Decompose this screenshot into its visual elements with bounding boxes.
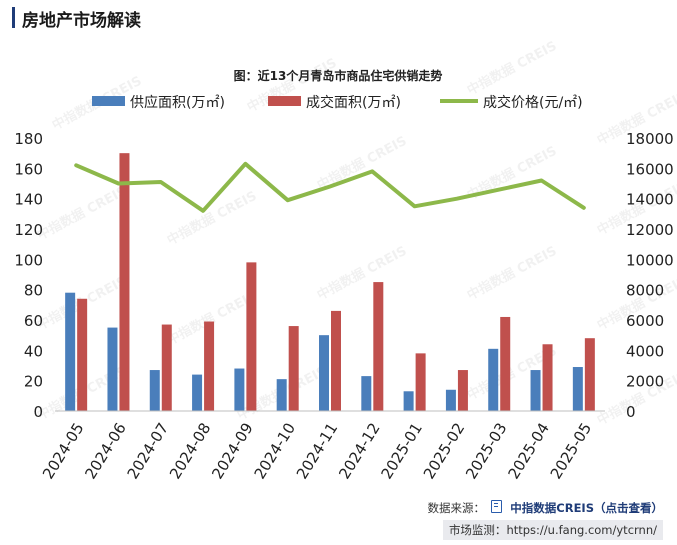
supply-bar bbox=[107, 327, 118, 411]
bar-series bbox=[65, 153, 595, 411]
left-axis-tick-label: 80 bbox=[24, 282, 43, 300]
source-link[interactable]: 中指数据CREIS（点击查看） bbox=[510, 501, 663, 515]
supply-sales-chart: 中指数据 CREIS 中指数据 CREIS 中指数据 CREIS 中指数据 CREIS… bbox=[14, 38, 677, 483]
watermark-text: 中指数据 CREIS bbox=[164, 188, 259, 249]
legend-transaction-swatch bbox=[268, 96, 301, 106]
watermark-text: 中指数据 CREIS bbox=[464, 243, 559, 304]
monitor-url-link[interactable]: https://u.fang.com/ytcrnn/ bbox=[506, 523, 657, 537]
market-monitor-line: 市场监测：https://u.fang.com/ytcrnn/ bbox=[442, 520, 663, 540]
right-axis-tick-label: 14000 bbox=[626, 191, 674, 209]
transaction-bar bbox=[415, 353, 426, 411]
right-axis-tick-label: 18000 bbox=[626, 130, 674, 148]
left-axis: 0 20 40 60 80 100 120 140 160 180 bbox=[14, 130, 43, 421]
left-axis-tick-label: 60 bbox=[24, 312, 43, 330]
right-axis-tick-label: 6000 bbox=[626, 312, 664, 330]
page-header: 房地产市场解读 bbox=[0, 0, 677, 34]
transaction-bar bbox=[584, 338, 595, 411]
source-hint: （点击查看） bbox=[594, 501, 663, 515]
supply-bar bbox=[149, 370, 160, 411]
supply-bar bbox=[572, 367, 583, 411]
legend-price: 成交价格(元/㎡) bbox=[440, 94, 583, 111]
transaction-bar bbox=[373, 282, 384, 411]
supply-bar bbox=[192, 374, 203, 411]
supply-bar bbox=[234, 368, 245, 411]
transaction-bar bbox=[542, 344, 553, 411]
supply-bar bbox=[530, 370, 541, 411]
legend-transaction-label: 成交面积(万㎡) bbox=[306, 94, 401, 111]
supply-bar bbox=[65, 292, 76, 411]
source-label: 数据来源： bbox=[427, 501, 485, 515]
right-axis-tick-label: 4000 bbox=[626, 342, 664, 360]
data-source-line: 数据来源： 中指数据CREIS（点击查看） bbox=[427, 500, 663, 516]
transaction-bar bbox=[119, 153, 130, 411]
x-axis: 2024-052024-062024-072024-082024-092024-… bbox=[39, 410, 605, 483]
transaction-bar bbox=[457, 370, 468, 411]
transaction-bar bbox=[331, 310, 341, 411]
transaction-bar bbox=[288, 326, 299, 411]
watermark-text: 中指数据 CREIS bbox=[314, 133, 409, 194]
source-name: 中指数据CREIS bbox=[510, 501, 594, 515]
right-axis-tick-label: 12000 bbox=[626, 221, 674, 239]
legend-transaction: 成交面积(万㎡) bbox=[268, 94, 401, 111]
header-accent-bar bbox=[12, 7, 15, 28]
left-axis-tick-label: 40 bbox=[24, 342, 43, 360]
legend-supply: 供应面积(万㎡) bbox=[92, 94, 225, 111]
watermark-text: 中指数据 CREIS bbox=[314, 243, 409, 304]
supply-bar bbox=[361, 376, 372, 411]
right-axis-tick-label: 16000 bbox=[626, 160, 674, 178]
legend-supply-label: 供应面积(万㎡) bbox=[130, 94, 225, 111]
legend-price-label: 成交价格(元/㎡) bbox=[483, 94, 583, 111]
supply-bar bbox=[488, 348, 499, 411]
price-line bbox=[74, 161, 586, 213]
transaction-bar bbox=[161, 324, 172, 411]
right-axis-tick-label: 8000 bbox=[626, 282, 664, 300]
watermark-text: 中指数据 CREIS bbox=[464, 38, 559, 99]
transaction-bar bbox=[77, 298, 88, 411]
right-axis-tick-label: 10000 bbox=[626, 251, 674, 269]
supply-bar bbox=[403, 391, 414, 411]
right-axis: 0 2000 4000 6000 8000 10000 12000 14000 16000 180… bbox=[626, 130, 674, 421]
left-axis-tick-label: 100 bbox=[14, 251, 43, 269]
chart-legend: 供应面积(万㎡) 成交面积(万㎡) 成交价格(元/㎡) bbox=[92, 94, 583, 111]
left-axis-tick-label: 120 bbox=[14, 221, 43, 239]
page-title: 房地产市场解读 bbox=[22, 11, 141, 31]
transaction-bar bbox=[204, 321, 215, 411]
transaction-bar bbox=[246, 262, 257, 411]
legend-supply-swatch bbox=[92, 96, 125, 106]
left-axis-tick-label: 180 bbox=[14, 130, 43, 148]
right-axis-tick-label: 2000 bbox=[626, 373, 664, 391]
watermark-text: 中指数据 CREIS bbox=[34, 183, 129, 244]
left-axis-tick-label: 20 bbox=[24, 373, 43, 391]
left-axis-tick-label: 0 bbox=[33, 403, 43, 421]
right-axis-tick-label: 0 bbox=[626, 403, 636, 421]
monitor-label: 市场监测： bbox=[448, 523, 507, 537]
left-axis-tick-label: 160 bbox=[14, 160, 43, 178]
chart-title: 图：近13个月青岛市商品住宅供销走势 bbox=[234, 68, 443, 83]
price-line-series bbox=[74, 161, 586, 213]
supply-bar bbox=[276, 379, 287, 411]
supply-bar bbox=[445, 389, 456, 411]
supply-bar bbox=[319, 335, 329, 411]
left-axis-tick-label: 140 bbox=[14, 191, 43, 209]
transaction-bar bbox=[500, 316, 511, 411]
creis-logo-icon bbox=[490, 500, 502, 513]
x-axis-tick-label: 2025-05 bbox=[547, 420, 595, 483]
